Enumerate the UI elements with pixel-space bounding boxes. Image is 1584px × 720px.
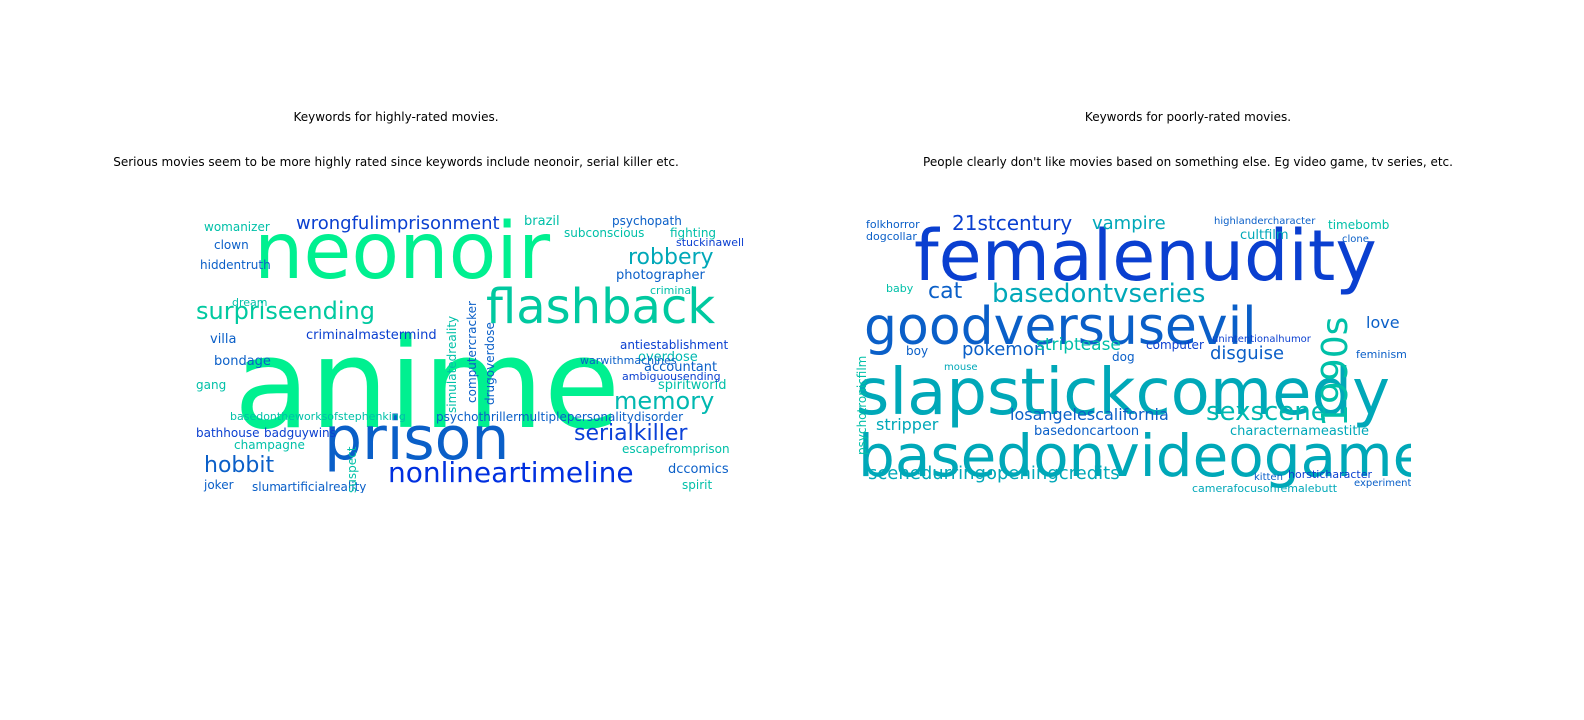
keyword-word: clown: [214, 238, 249, 252]
keyword-word: basedontvseries: [992, 279, 1206, 309]
word-cloud-poorly-rated: femalenudity slapstickcomedy basedonvideog…: [856, 213, 1411, 493]
keyword-word: memory: [614, 387, 715, 415]
keyword-word: timebomb: [1328, 218, 1390, 232]
panel-title: Keywords for highly-rated movies.: [293, 110, 499, 124]
keyword-word: mouse: [944, 362, 978, 373]
keyword-word: dream: [232, 296, 268, 309]
keyword-word: subconscious: [564, 226, 645, 240]
keyword-word: womanizer: [204, 220, 270, 234]
keyword-word: spiritworld: [658, 378, 727, 393]
keyword-word: flashback: [486, 279, 716, 335]
keyword-word: gang: [196, 378, 227, 392]
keyword-word: cultfilm: [1240, 228, 1289, 243]
keyword-word: baby: [886, 282, 914, 295]
keyword-word: fighting: [670, 226, 717, 240]
keyword-word: drugoverdose: [483, 322, 497, 405]
keyword-word: cat: [928, 279, 963, 304]
keyword-word: slapstickcomedy: [856, 356, 1390, 430]
keyword-word: basedoncartoon: [1034, 424, 1140, 439]
keyword-word: brazil: [524, 214, 560, 229]
keyword-word: photographer: [616, 268, 705, 283]
keyword-word: antiestablishment: [620, 338, 729, 352]
word-cloud-highly-rated: anime neonoir prison flashback surpriseendin…: [196, 213, 751, 493]
panel-subtitle: Serious movies seem to be more highly ra…: [113, 155, 679, 169]
panel-highly-rated: Keywords for highly-rated movies. Seriou…: [113, 110, 751, 493]
keyword-word: nonlineartimeline: [388, 456, 634, 489]
keyword-word: serialkiller: [574, 421, 688, 446]
keyword-word: ambiguousending: [622, 370, 721, 383]
keyword-word: psychothrillermultiplepersonalitydisorde…: [436, 410, 684, 424]
keyword-word: bondage: [214, 354, 271, 369]
keyword-word: 21stcentury: [952, 213, 1073, 235]
keyword-word: scenedurringopeningcredits: [868, 463, 1120, 484]
keyword-word: robbery: [628, 245, 714, 270]
keyword-word: hiddentruth: [200, 258, 271, 272]
keyword-word: criminalmastermind: [306, 328, 437, 343]
keyword-word: stuckinawell: [676, 236, 745, 249]
keyword-word: love: [1366, 313, 1400, 332]
keyword-word: neonoir: [254, 213, 551, 297]
keyword-word: disguise: [1210, 343, 1285, 364]
keyword-word: hobbit: [204, 453, 275, 478]
keyword-word: wrongfulimprisonment: [296, 213, 500, 234]
keyword-word: criminal: [650, 284, 695, 297]
panel-title: Keywords for poorly-rated movies.: [1084, 110, 1292, 124]
keyword-word: unintentionalhumor: [1212, 334, 1311, 345]
keyword-word: suspect: [345, 446, 359, 493]
keyword-word: boy: [906, 344, 929, 358]
keyword-word: artificialreality: [280, 480, 367, 493]
keyword-word: simulatedreality: [445, 315, 459, 413]
keyword-word: computercracker: [465, 301, 479, 403]
keyword-word: sexscene: [1206, 397, 1327, 427]
keyword-word: striptease: [1036, 335, 1121, 355]
keyword-word: escapefromprison: [622, 442, 730, 456]
keyword-word: losangelescalifornia: [1010, 405, 1169, 424]
keyword-word: champagne: [234, 438, 305, 452]
keyword-word: kitten: [1254, 472, 1283, 483]
keyword-word: dccomics: [668, 462, 729, 477]
keyword-word: camerafocusonfemalebutt: [1192, 482, 1338, 493]
keyword-word: psychopath: [612, 214, 682, 228]
keyword-word: goodversusevil: [864, 297, 1257, 357]
keyword-word: dogcollar: [866, 230, 917, 243]
keyword-word: femalenudity: [914, 215, 1377, 297]
keyword-word: experiment: [1354, 478, 1411, 489]
keyword-word: anime: [234, 313, 621, 457]
keyword-word: dog: [1112, 350, 1135, 364]
keyword-word: feminism: [1356, 348, 1407, 361]
keyword-word: prison: [324, 404, 510, 474]
keyword-word: surpriseending: [196, 297, 375, 325]
keyword-word: folkhorror: [866, 218, 920, 231]
keyword-word: overdose: [638, 350, 698, 365]
keyword-word: stripper: [876, 415, 939, 434]
keyword-word: spirit: [682, 478, 713, 492]
keyword-word: clone: [1342, 234, 1369, 245]
panel-subtitle: People clearly don't like movies based o…: [923, 155, 1453, 169]
keyword-word: pokemon: [962, 339, 1046, 360]
keyword-word: villa: [210, 332, 237, 347]
keyword-word: horsticharacter: [1288, 468, 1372, 481]
keyword-word: highlandercharacter: [1214, 216, 1316, 227]
panel-poorly-rated: Keywords for poorly-rated movies. People…: [792, 0, 1584, 720]
keyword-word: warwithmachines: [580, 354, 677, 367]
keyword-word: psychotronicfilm: [856, 355, 869, 455]
keyword-word: bathhouse: [196, 426, 260, 440]
keyword-word: slum: [252, 480, 281, 493]
keyword-word: basedontheworksofstephenking: [230, 410, 406, 423]
keyword-word: computer: [1146, 338, 1204, 352]
keyword-word: vampire: [1092, 213, 1166, 234]
keyword-word: badguywins: [264, 426, 336, 440]
keyword-word: characternameastitle: [1230, 424, 1370, 439]
keyword-word: basedonvideogame: [858, 422, 1411, 490]
keyword-word: joker: [204, 478, 234, 492]
keyword-word: accountant: [644, 360, 718, 375]
